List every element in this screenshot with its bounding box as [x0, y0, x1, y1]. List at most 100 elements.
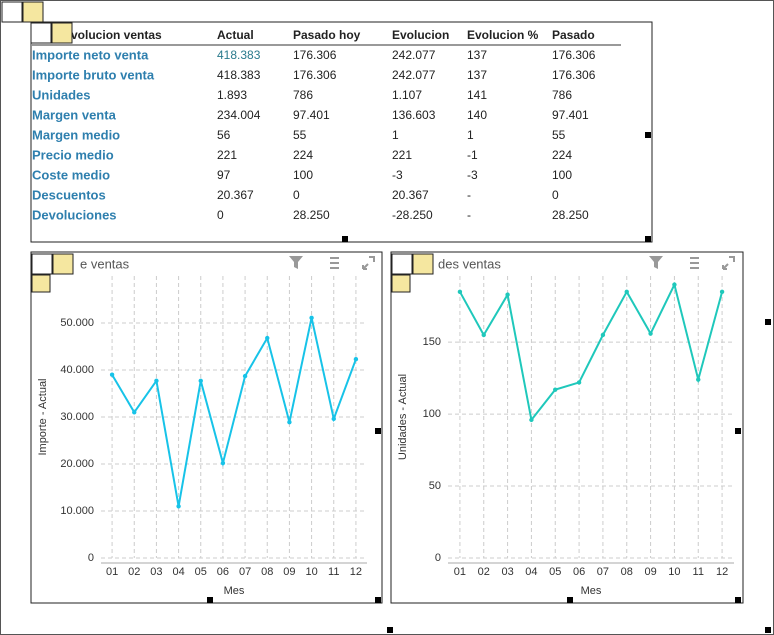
cell: 140 [467, 108, 487, 122]
y-tick-label: 30.000 [60, 411, 94, 423]
x-tick-label: 01 [454, 566, 466, 578]
x-tick-label: 10 [668, 566, 680, 578]
y-tick-label: 10.000 [60, 505, 94, 517]
y-tick-label: 50 [429, 480, 441, 492]
x-tick-label: 08 [621, 566, 633, 578]
cell: 55 [293, 128, 307, 142]
y-tick-label: 0 [435, 552, 441, 564]
x-axis-label: Mes [224, 585, 245, 597]
x-tick-label: 08 [261, 566, 273, 578]
cell: 97.401 [552, 108, 589, 122]
table-panel [30, 21, 653, 243]
point [529, 417, 534, 423]
cell: 176.306 [293, 48, 337, 62]
cell: 0 [293, 188, 300, 202]
x-tick-label: 04 [172, 566, 184, 578]
point [242, 373, 248, 379]
row-label: Devoluciones [32, 207, 117, 222]
cell: 234.004 [217, 108, 261, 122]
point [600, 332, 606, 338]
row-label: Importe bruto venta [32, 67, 155, 82]
y-tick-label: 0 [88, 552, 94, 564]
cell: 242.077 [392, 48, 436, 62]
cell: 137 [467, 68, 487, 82]
point [576, 380, 582, 385]
point [353, 356, 359, 362]
line [111, 317, 357, 507]
cell: 418.383 [217, 68, 261, 82]
resize-handles[interactable] [207, 132, 771, 633]
cell: 1 [392, 128, 399, 142]
column-header: Pasado [552, 28, 595, 42]
row-label: Unidades [32, 87, 91, 102]
cell: 100 [552, 168, 572, 182]
point [198, 378, 203, 384]
x-axis-label: Mes [581, 585, 602, 597]
cell: 97.401 [293, 108, 330, 122]
point [220, 460, 226, 466]
point [553, 387, 558, 392]
y-tick-label: 40.000 [60, 364, 94, 376]
point [672, 282, 677, 287]
y-tick-label: 100 [423, 408, 441, 420]
point [265, 335, 270, 341]
x-tick-label: 09 [283, 566, 295, 578]
x-tick-label: 07 [597, 566, 609, 578]
cell: -3 [467, 168, 478, 182]
chart-title: e ventas [80, 256, 130, 271]
cell: 221 [217, 148, 237, 162]
cell: 55 [552, 128, 566, 142]
point [132, 410, 137, 415]
cell: 97 [217, 168, 231, 182]
column-header: Actual [217, 28, 254, 42]
cell: 0 [217, 208, 224, 222]
x-tick-label: 09 [644, 566, 656, 578]
column-header: Evolucion % [467, 28, 539, 42]
cell: 136.603 [392, 108, 436, 122]
point [154, 378, 159, 384]
cell: 224 [293, 148, 313, 162]
cell: 242.077 [392, 68, 436, 82]
x-tick-label: 10 [305, 566, 317, 578]
cell: - [467, 208, 471, 222]
cell: 224 [552, 148, 572, 162]
point [109, 372, 115, 377]
x-tick-label: 03 [150, 566, 162, 578]
point [457, 289, 463, 295]
x-tick-label: 05 [549, 566, 561, 578]
cell: - [467, 188, 471, 202]
cell: 0 [552, 188, 559, 202]
cell: 1.107 [392, 88, 422, 102]
point [648, 331, 653, 336]
x-tick-label: 02 [478, 566, 490, 578]
cell: -3 [392, 168, 403, 182]
cell: 100 [293, 168, 313, 182]
point [696, 377, 701, 382]
cell: -1 [467, 148, 478, 162]
cell: 137 [467, 48, 487, 62]
point [309, 315, 314, 321]
cell: -28.250 [392, 208, 433, 222]
cell: 176.306 [552, 68, 596, 82]
row-label: Importe neto venta [32, 47, 149, 62]
y-axis-label: Importe - Actual [37, 378, 49, 455]
table-title: en evolucion ventas [47, 28, 162, 42]
point [176, 504, 181, 509]
x-tick-label: 01 [106, 566, 118, 578]
x-tick-label: 07 [239, 566, 251, 578]
cell: 56 [217, 128, 231, 142]
cell: 418.383 [217, 48, 261, 62]
y-tick-label: 150 [423, 336, 441, 348]
x-tick-label: 12 [350, 566, 362, 578]
point [481, 332, 486, 338]
panel-tools[interactable] [289, 256, 735, 270]
cell: 28.250 [552, 208, 589, 222]
chart-title: des ventas [438, 256, 501, 271]
x-tick-label: 11 [328, 566, 339, 578]
x-tick-label: 02 [128, 566, 140, 578]
move-icons[interactable] [1, 1, 434, 293]
cell: 28.250 [293, 208, 330, 222]
cell: 786 [552, 88, 572, 102]
cell: 141 [467, 88, 487, 102]
